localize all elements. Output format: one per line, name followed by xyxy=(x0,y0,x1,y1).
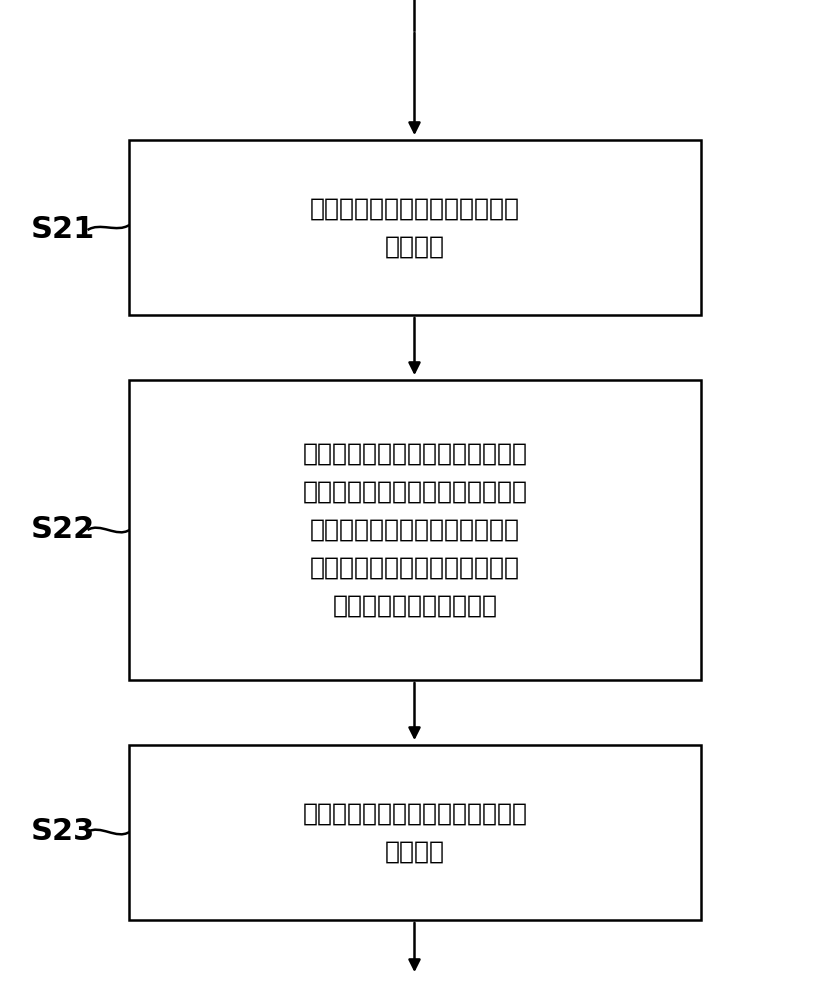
Text: 根据接收先进先出寄存器的拥塞预: 根据接收先进先出寄存器的拥塞预 xyxy=(303,442,527,466)
Text: S23: S23 xyxy=(30,818,95,846)
Text: 拥塞预警状况的级别越高，则反: 拥塞预警状况的级别越高，则反 xyxy=(310,556,520,580)
Text: 预警状况: 预警状况 xyxy=(385,234,445,258)
Text: S21: S21 xyxy=(30,216,95,244)
Text: 根据反压信号的发送期望值来发送: 根据反压信号的发送期望值来发送 xyxy=(303,802,527,826)
Text: 值，其中接收先进先出寄存器的: 值，其中接收先进先出寄存器的 xyxy=(310,518,520,542)
Text: 压信号的发送期望值越高: 压信号的发送期望值越高 xyxy=(333,594,497,618)
Text: 警状况，决定反压信号的发送期望: 警状况，决定反压信号的发送期望 xyxy=(303,480,527,504)
Text: 反压信号: 反压信号 xyxy=(385,840,445,864)
Text: 判断接收先进先出寄存器的拥塞: 判断接收先进先出寄存器的拥塞 xyxy=(310,196,520,220)
Bar xyxy=(129,380,701,680)
Text: S22: S22 xyxy=(30,516,95,544)
Bar xyxy=(129,140,701,315)
Bar xyxy=(129,745,701,920)
